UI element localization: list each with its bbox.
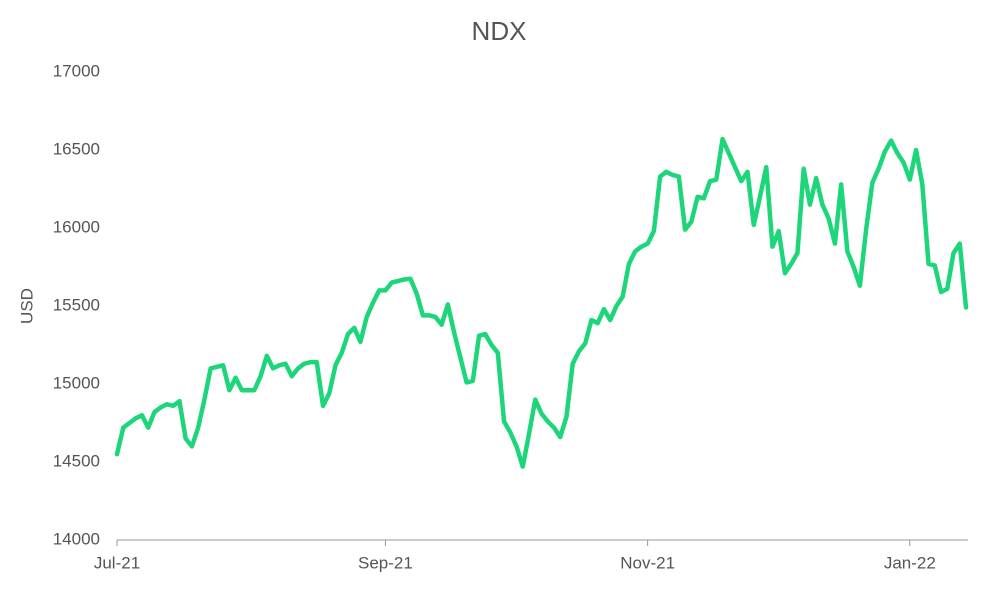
x-tick-label: Jul-21 <box>94 553 140 572</box>
x-tick-label: Sep-21 <box>358 553 413 572</box>
y-tick-label: 16000 <box>53 217 100 236</box>
y-axis-label: USD <box>17 288 36 324</box>
y-tick-label: 15000 <box>53 373 100 392</box>
y-tick-label: 14000 <box>53 529 100 548</box>
chart-title: NDX <box>472 16 527 46</box>
y-tick-label: 15500 <box>53 295 100 314</box>
x-tick-label: Jan-22 <box>884 553 936 572</box>
y-tick-label: 14500 <box>53 451 100 470</box>
line-series <box>114 136 969 469</box>
y-tick-label: 16500 <box>53 139 100 158</box>
y-tick-label: 17000 <box>53 61 100 80</box>
x-tick-label: Nov-21 <box>620 553 675 572</box>
